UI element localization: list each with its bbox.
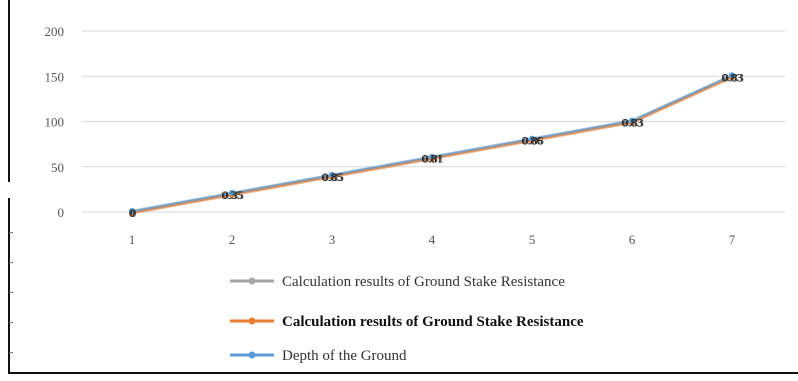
legend: Calculation results of Ground Stake Resi…	[230, 274, 584, 364]
x-tick-label: 1	[129, 232, 136, 247]
y-axis: 0 50 100 150 200	[45, 24, 65, 220]
legend-label: Calculation results of Ground Stake Resi…	[282, 274, 565, 290]
data-label: 0.81	[422, 152, 443, 166]
data-label: 0	[129, 206, 135, 220]
data-label: 0	[130, 206, 136, 220]
x-tick-label: 6	[629, 232, 636, 247]
data-label: 0.83	[723, 70, 744, 84]
left-border-gap	[6, 182, 12, 198]
data-label: 0.85	[322, 170, 343, 184]
data-label: 0.86	[523, 134, 544, 148]
legend-swatch-marker	[248, 317, 256, 325]
legend-swatch-marker	[248, 351, 256, 359]
data-label: 0.81	[423, 152, 444, 166]
data-point	[229, 189, 235, 196]
x-tick-label: 4	[429, 232, 436, 247]
y-tick-label: 200	[45, 24, 65, 39]
x-axis: 1 2 3 4 5 6 7	[129, 232, 736, 247]
data-point	[429, 153, 435, 160]
legend-label: Depth of the Ground	[282, 348, 407, 364]
y-tick-label: 100	[45, 115, 65, 130]
x-tick-label: 3	[329, 232, 336, 247]
data-point	[529, 135, 535, 142]
data-label: 0.35	[223, 188, 244, 202]
legend-swatch-marker	[248, 277, 256, 285]
y-tick-label: 50	[51, 160, 64, 175]
series-lines	[129, 72, 735, 216]
x-tick-label: 5	[529, 232, 536, 247]
gridlines	[82, 30, 785, 213]
y-tick-label: 150	[45, 69, 65, 84]
bottom-border	[8, 372, 798, 374]
y-tick-label: 0	[58, 205, 65, 220]
data-point	[329, 171, 335, 178]
data-label: 0.83	[722, 70, 743, 84]
data-label: 0.35	[222, 188, 243, 202]
data-label: 0.86	[522, 134, 543, 148]
data-label: 0.85	[323, 170, 344, 184]
data-point	[629, 117, 635, 124]
data-point	[729, 72, 735, 79]
data-label: 0.83	[623, 116, 644, 130]
data-labels: 000.350.350.850.850.810.810.860.860.830.…	[129, 70, 744, 220]
legend-label: Calculation results of Ground Stake Resi…	[282, 314, 584, 330]
data-point	[129, 208, 135, 214]
x-tick-label: 2	[229, 232, 236, 247]
x-tick-label: 7	[729, 232, 736, 247]
data-label: 0.83	[622, 116, 643, 130]
